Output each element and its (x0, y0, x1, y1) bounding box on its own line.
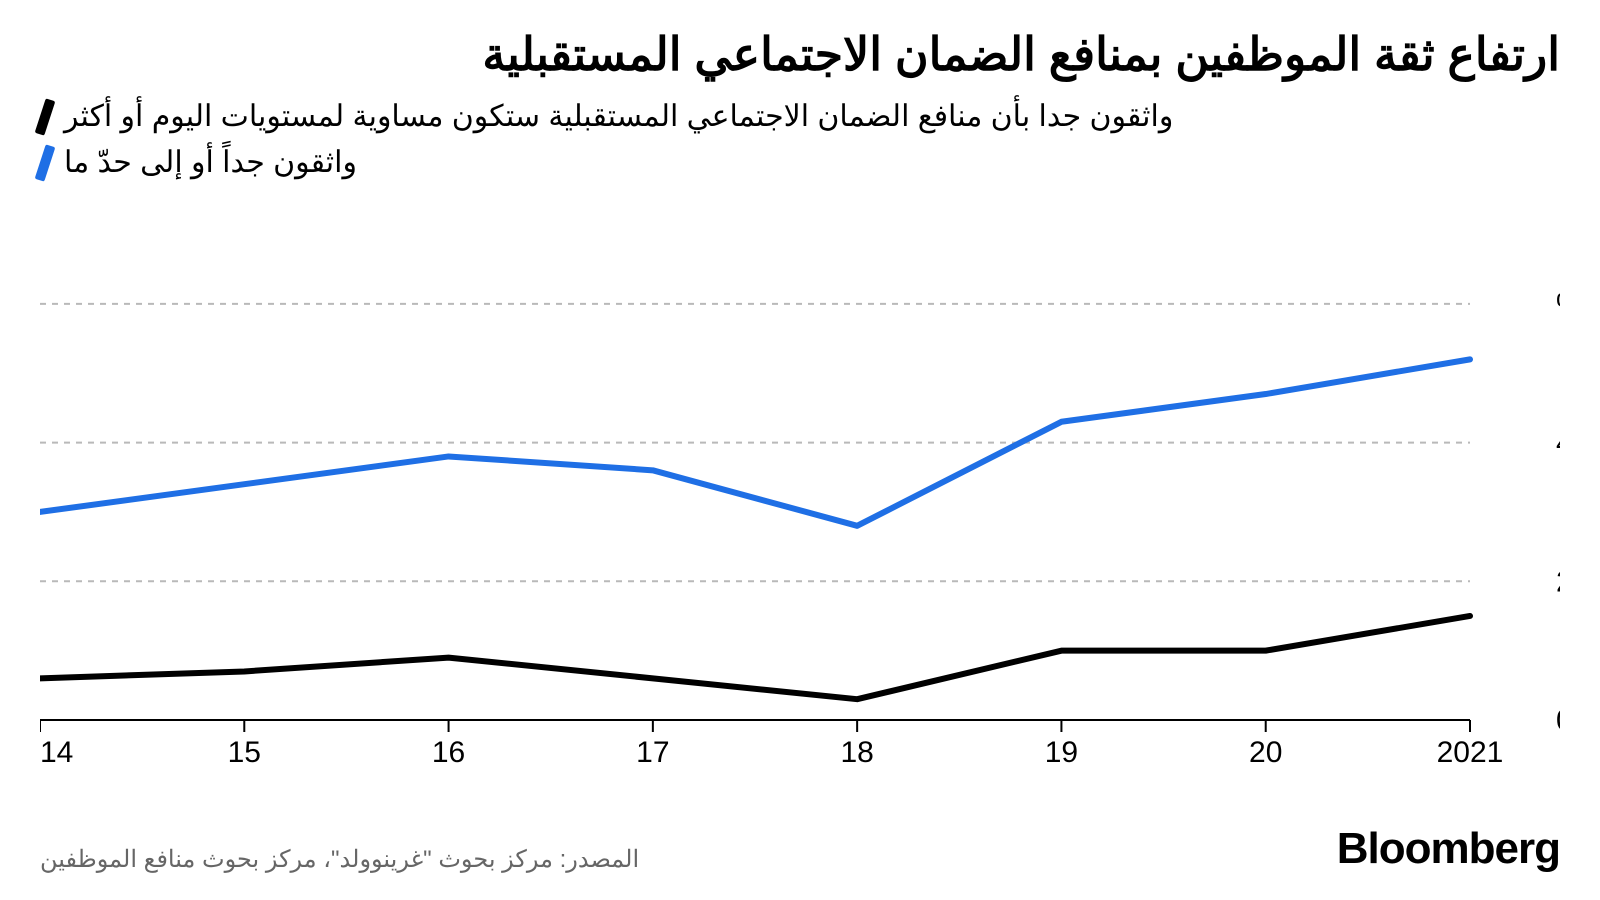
legend-item: واثقون جداً أو إلى حدّ ما (40, 145, 357, 181)
legend-swatch-icon (35, 144, 56, 181)
chart-title: ارتفاع ثقة الموظفين بمنافع الضمان الاجتم… (40, 28, 1560, 81)
x-axis-label: 2014 (40, 736, 73, 769)
x-axis-label: 20 (1249, 736, 1282, 769)
footer: Bloomberg المصدر: مركز بحوث "غرينوولد"، … (40, 824, 1560, 874)
brand-logo: Bloomberg (1337, 824, 1560, 874)
legend-label: واثقون جدا بأن منافع الضمان الاجتماعي ال… (64, 99, 1173, 134)
legend: واثقون جدا بأن منافع الضمان الاجتماعي ال… (40, 99, 1560, 181)
y-axis-label: %60 (1556, 290, 1560, 321)
x-axis-label: 17 (636, 736, 669, 769)
x-axis-label: 15 (228, 736, 261, 769)
x-axis-label: 18 (840, 736, 873, 769)
y-axis-label: 0 (1556, 704, 1560, 737)
legend-swatch-icon (35, 98, 56, 135)
line-chart: 0 20 40 %60 2014 15 16 17 18 19 20 2021 (40, 290, 1560, 790)
x-axis-label: 2021 (1437, 736, 1504, 769)
source-text: المصدر: مركز بحوث "غرينوولد"، مركز بحوث … (40, 845, 639, 874)
x-axis-label: 16 (432, 736, 465, 769)
series-line (40, 616, 1470, 699)
x-axis-label: 19 (1045, 736, 1078, 769)
legend-item: واثقون جدا بأن منافع الضمان الاجتماعي ال… (40, 99, 1173, 135)
legend-label: واثقون جداً أو إلى حدّ ما (64, 145, 357, 180)
y-axis-label: 20 (1556, 565, 1560, 598)
y-axis-label: 40 (1556, 427, 1560, 460)
